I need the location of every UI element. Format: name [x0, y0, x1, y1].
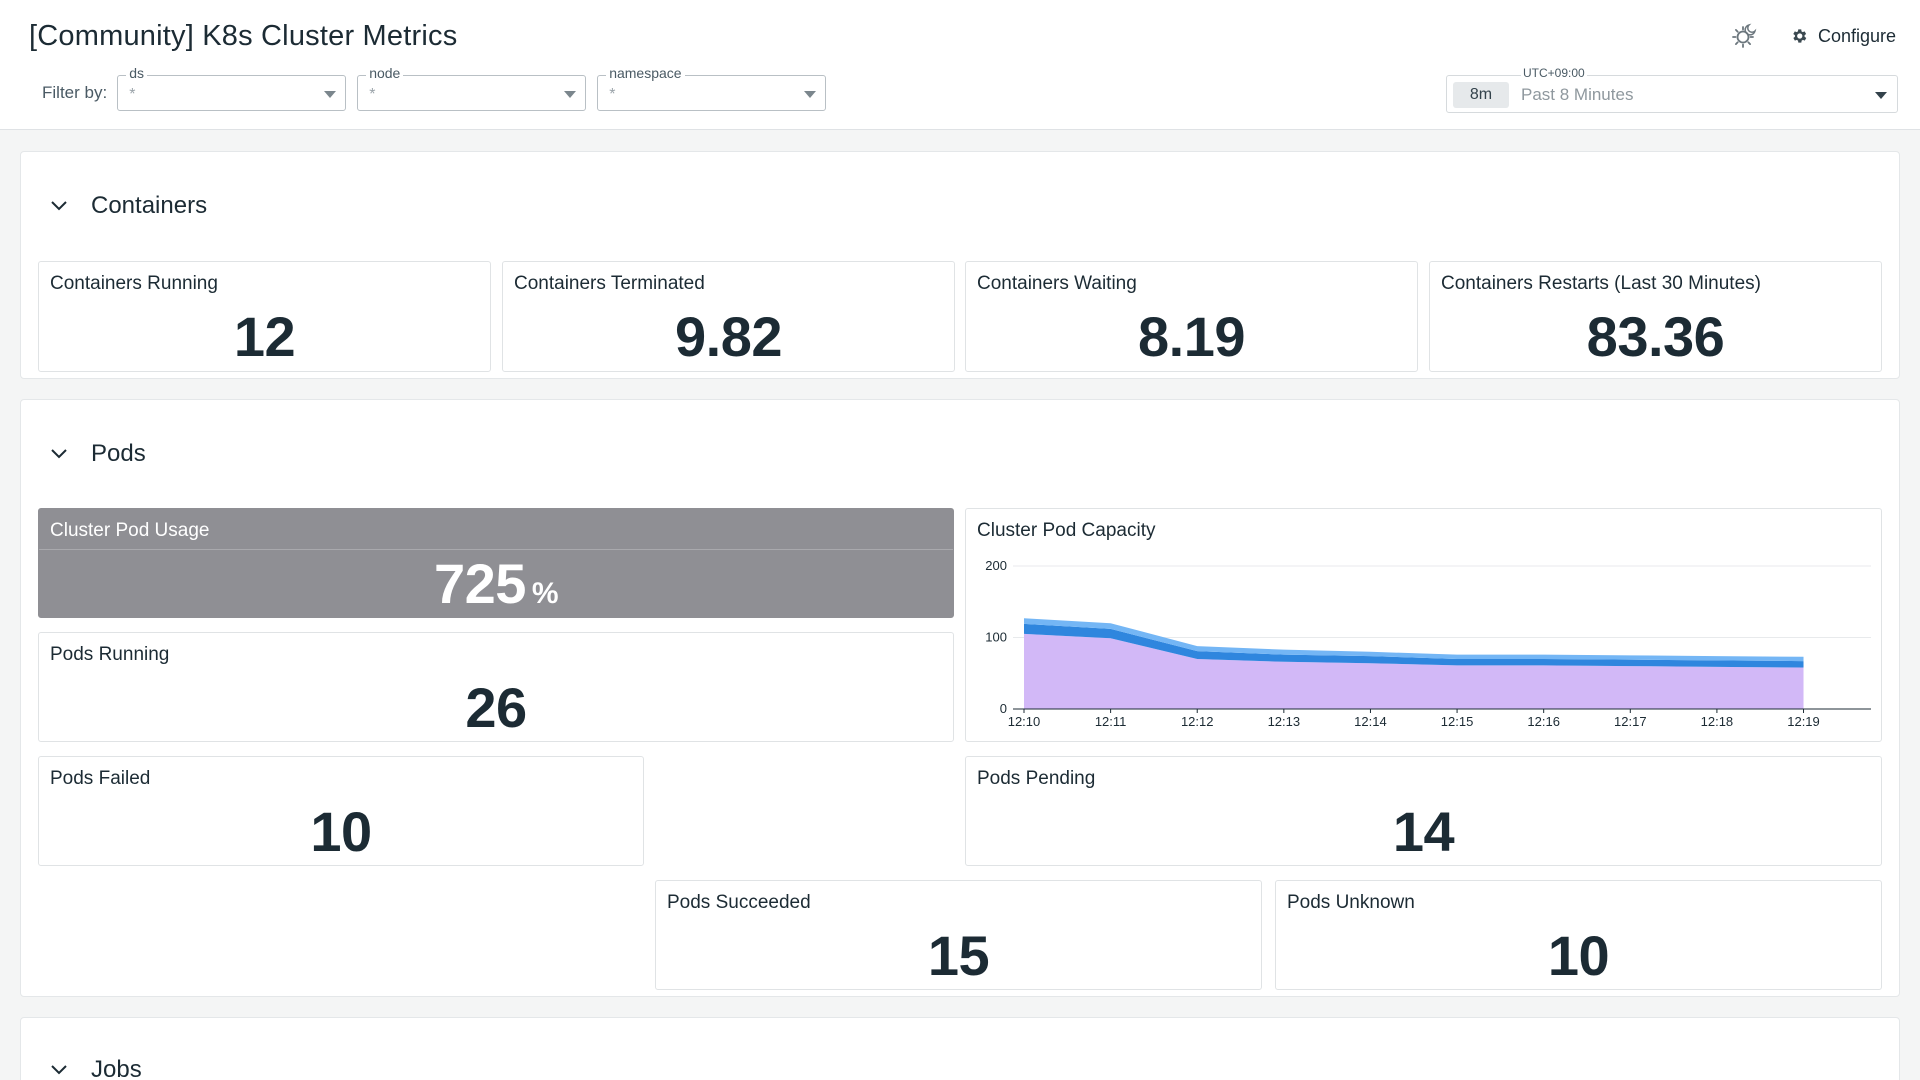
cluster-pod-capacity-widget[interactable]: Cluster Pod Capacity 0 100 200 12:10 12:11 12…: [965, 508, 1882, 742]
widget-title: Containers Waiting: [977, 273, 1137, 294]
x-tick-label: 12:12: [1181, 714, 1214, 729]
y-tick-label: 200: [985, 558, 1007, 573]
containers-section: Containers Containers Running 12 Contain…: [20, 151, 1900, 379]
widget-value: 14: [1392, 800, 1455, 863]
chevron-down-icon: [324, 91, 337, 98]
filter-node-value: *: [369, 86, 376, 103]
containers-running-widget[interactable]: Containers Running 12: [38, 261, 491, 372]
containers-section-toggle[interactable]: Containers: [49, 192, 207, 220]
jobs-section: Jobs: [20, 1017, 1900, 1080]
time-range-label: Past 8 Minutes: [1521, 85, 1634, 104]
widget-unit: %: [531, 577, 559, 610]
x-tick-label: 12:13: [1268, 714, 1301, 729]
widget-value: 83.36: [1586, 305, 1725, 368]
filter-label: Filter by:: [42, 83, 108, 102]
jobs-section-toggle[interactable]: Jobs: [49, 1056, 142, 1080]
x-tick-label: 12:16: [1527, 714, 1560, 729]
theme-toggle-button[interactable]: [1726, 18, 1762, 54]
pods-failed-widget[interactable]: Pods Failed 10: [38, 756, 644, 866]
chevron-down-icon: [51, 449, 67, 459]
filter-namespace-value: *: [609, 86, 616, 103]
widget-value: 26: [465, 676, 527, 739]
containers-waiting-widget[interactable]: Containers Waiting 8.19: [965, 261, 1418, 372]
widget-title: Cluster Pod Usage: [50, 520, 210, 541]
dashboard-header: [Community] K8s Cluster Metrics: [0, 0, 1920, 130]
configure-label: Configure: [1817, 25, 1896, 46]
capacity-chart: 0 100 200 12:10 12:11 12:12 12:13 12:14 12:15 12:…: [985, 558, 1871, 729]
y-tick-label: 100: [985, 630, 1007, 645]
widget-title: Containers Terminated: [514, 273, 705, 294]
sun-moon-icon: [1732, 23, 1757, 48]
pods-unknown-widget[interactable]: Pods Unknown 10: [1275, 880, 1882, 990]
widget-title: Pods Running: [50, 644, 170, 665]
pods-section-toggle[interactable]: Pods: [49, 440, 146, 468]
widget-title: Pods Failed: [50, 768, 151, 789]
filter-namespace-label: namespace: [606, 65, 685, 81]
x-tick-label: 12:18: [1701, 714, 1734, 729]
pods-succeeded-widget[interactable]: Pods Succeeded 15: [655, 880, 1262, 990]
pods-running-widget[interactable]: Pods Running 26: [38, 632, 954, 742]
widget-title: Pods Pending: [977, 768, 1096, 789]
chevron-down-icon: [51, 1065, 67, 1075]
x-tick-label: 12:10: [1008, 714, 1041, 729]
x-tick-label: 12:19: [1787, 714, 1820, 729]
widget-value: 15: [927, 924, 990, 987]
page-title: [Community] K8s Cluster Metrics: [29, 20, 458, 52]
x-tick-label: 12:15: [1441, 714, 1474, 729]
area-series-3: [1024, 618, 1804, 662]
section-title: Pods: [91, 440, 146, 467]
area-series-2: [1024, 623, 1804, 668]
widget-value: 12: [233, 305, 296, 368]
widget-value-row: 725%: [39, 551, 953, 616]
pods-section: Pods Cluster Pod Usage 725% Cluster Pod …: [20, 399, 1900, 997]
section-title: Jobs: [91, 1056, 142, 1080]
pods-pending-widget[interactable]: Pods Pending 14: [965, 756, 1882, 866]
widget-value: 10: [310, 800, 372, 863]
filter-node-label: node: [366, 65, 404, 81]
widget-value: 9.82: [675, 305, 783, 368]
section-title: Containers: [91, 192, 208, 219]
area-series-1: [1024, 633, 1804, 709]
x-tick-label: 12:11: [1095, 714, 1127, 729]
chevron-down-icon: [564, 91, 577, 98]
timezone-label: UTC+09:00: [1521, 66, 1587, 80]
filter-node-select[interactable]: node *: [357, 65, 587, 111]
filter-ds-label: ds: [126, 65, 147, 81]
chevron-down-icon: [804, 91, 817, 98]
x-tick-label: 12:14: [1354, 714, 1387, 729]
top-actions: Configure: [1726, 18, 1896, 54]
divider: [39, 549, 953, 550]
filter-bar: Filter by: ds * node * namespace *: [42, 65, 837, 111]
containers-terminated-widget[interactable]: Containers Terminated 9.82: [502, 261, 955, 372]
widget-value: 10: [1547, 924, 1610, 987]
widget-title: Containers Restarts (Last 30 Minutes): [1441, 273, 1761, 294]
configure-button[interactable]: Configure: [1790, 26, 1896, 47]
x-tick-label: 12:17: [1614, 714, 1647, 729]
gear-icon: [1793, 29, 1807, 43]
filter-namespace-select[interactable]: namespace *: [597, 65, 827, 111]
filter-ds-value: *: [129, 86, 136, 103]
cluster-pod-usage-widget[interactable]: Cluster Pod Usage 725%: [38, 508, 954, 618]
widget-value: 8.19: [1138, 305, 1246, 368]
widget-title: Pods Unknown: [1287, 892, 1415, 913]
widget-title: Cluster Pod Capacity: [977, 520, 1156, 541]
widget-value: 725: [433, 552, 526, 615]
widget-title: Pods Succeeded: [667, 892, 811, 913]
chevron-down-icon: [51, 201, 67, 211]
widget-title: Containers Running: [50, 273, 218, 294]
chevron-down-icon: [1875, 92, 1887, 99]
containers-restarts-widget[interactable]: Containers Restarts (Last 30 Minutes) 83…: [1429, 261, 1882, 372]
time-range-badge: 8m: [1453, 82, 1509, 108]
filter-ds-select[interactable]: ds *: [117, 65, 347, 111]
time-range-picker[interactable]: UTC+09:00 8m Past 8 Minutes: [1446, 66, 1898, 113]
y-tick-label: 0: [1000, 701, 1007, 716]
